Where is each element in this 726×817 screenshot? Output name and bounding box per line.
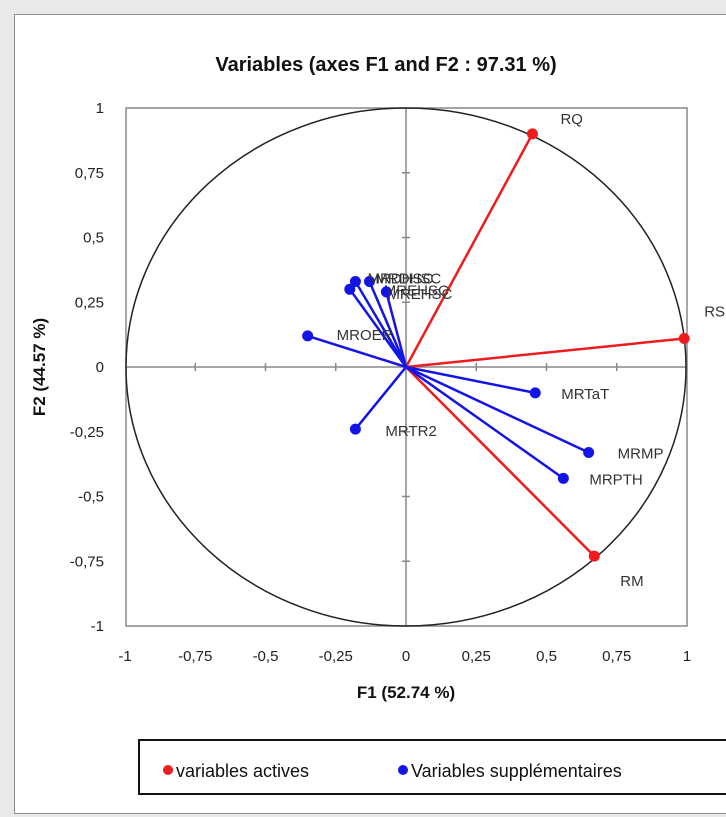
vector-point [363, 276, 375, 288]
variable-label: MRTR2 [385, 423, 436, 440]
y-tick-label: 0 [96, 359, 104, 376]
variable-label: MRPTH [589, 471, 642, 488]
vector-line [307, 334, 407, 369]
variable-label: RS [704, 304, 725, 321]
chart-panel [14, 14, 726, 814]
x-tick-labels: -1 -0,75 -0,5 -0,25 0 0,25 0,5 0,75 1 [118, 648, 691, 665]
y-tick-label: -1 [91, 618, 104, 635]
vector-line [368, 281, 408, 368]
variable-label: MRMP [618, 445, 664, 462]
legend-marker-active [163, 765, 173, 775]
vector-point [583, 446, 595, 458]
vector-line [404, 133, 534, 368]
x-tick-label: 1 [683, 648, 691, 665]
vector-line [405, 366, 596, 557]
vector-point [344, 283, 356, 295]
vector-line [405, 365, 590, 454]
vector-point [557, 472, 569, 484]
vector-point [529, 387, 541, 399]
vector-point [526, 128, 538, 140]
y-tick-label: -0,5 [78, 489, 104, 506]
x-tick-label: 0 [402, 648, 410, 665]
legend-label-supplementary: Variables supplémentaires [411, 761, 622, 781]
vector-line [385, 291, 408, 368]
variable-label: MRTaT [561, 386, 609, 403]
x-axis-title: F1 (52.74 %) [357, 683, 455, 702]
legend-marker-supplementary [398, 765, 408, 775]
y-tick-labels: 1 0,75 0,5 0,25 0 -0,25 -0,5 -0,75 -1 [70, 100, 104, 635]
y-tick-label: 0,75 [75, 165, 104, 182]
y-tick-label: -0,25 [70, 424, 104, 441]
variable-label: MRDHSC [367, 271, 433, 288]
vector-point [349, 276, 361, 288]
variable-label: MREHSC [387, 286, 452, 303]
series-active: RQ RS RM [404, 111, 725, 590]
vector-line [405, 337, 685, 369]
vector-line [348, 288, 408, 368]
vector-point [302, 330, 314, 342]
y-tick-label: 0,25 [75, 294, 104, 311]
chart-title: Variables (axes F1 and F2 : 97.31 %) [215, 54, 556, 76]
vector-point [678, 333, 690, 345]
vector-point [380, 286, 392, 298]
y-tick-label: 0,5 [83, 230, 104, 247]
vector-line [354, 366, 407, 430]
vector-line [405, 365, 565, 480]
axis-ticks [194, 172, 618, 562]
legend: variables actives Variables supplémentai… [138, 739, 726, 795]
variable-label: MROER [337, 327, 393, 344]
x-tick-label: 0,25 [462, 648, 491, 665]
x-tick-label: 0,75 [602, 648, 631, 665]
y-axis-title: F2 (44.57 %) [30, 318, 49, 416]
unit-circle [125, 107, 687, 627]
vector-line [354, 280, 408, 368]
y-tick-label: -0,75 [70, 553, 104, 570]
y-tick-label: 1 [96, 100, 104, 117]
legend-box [138, 739, 726, 795]
variable-label: RM [620, 573, 643, 590]
vector-line [405, 365, 536, 395]
variable-label: RQ [560, 111, 583, 128]
variable-label: MRDHSC [375, 271, 441, 288]
legend-label-active: variables actives [176, 761, 309, 781]
x-tick-label: 0,5 [536, 648, 557, 665]
vector-point [588, 550, 600, 562]
x-tick-label: -1 [118, 648, 131, 665]
vector-point [349, 423, 361, 435]
x-tick-label: -0,5 [253, 648, 279, 665]
variable-label: MREHSC [384, 282, 449, 299]
x-tick-label: -0,75 [178, 648, 212, 665]
x-tick-label: -0,25 [319, 648, 353, 665]
